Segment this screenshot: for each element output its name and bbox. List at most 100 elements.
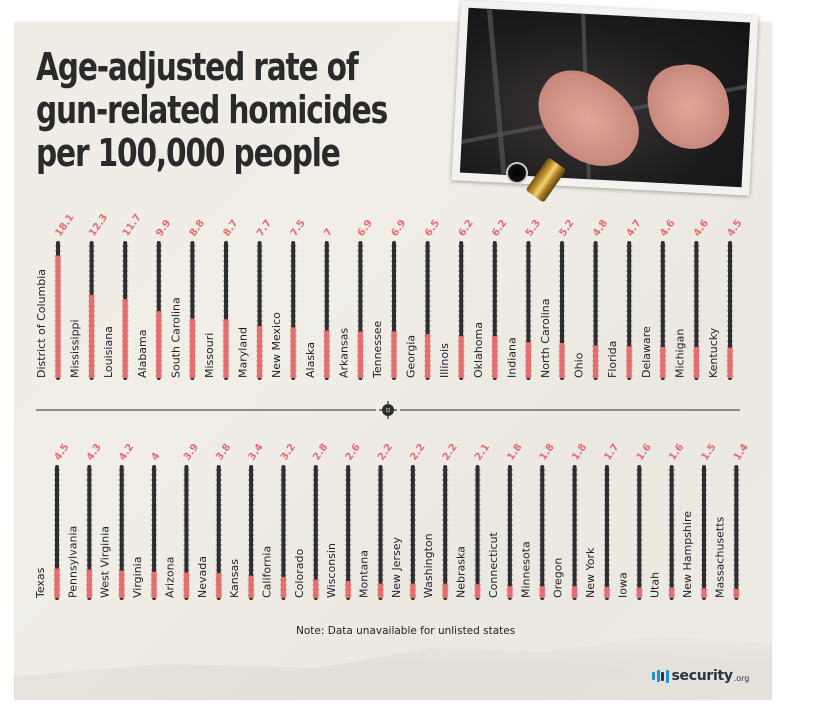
bar-group: 7 Alaska	[304, 227, 335, 380]
bar	[223, 319, 229, 378]
category-label: Montana	[358, 550, 371, 598]
bar-group: 6.2 Oklahoma	[472, 218, 509, 380]
bar-group: 5.3 Indiana	[505, 218, 543, 380]
data-label: 18.1	[53, 212, 76, 239]
data-label: 7.7	[255, 218, 274, 239]
category-label: Massachusetts	[713, 516, 726, 598]
bar	[525, 342, 531, 378]
bar	[559, 342, 565, 378]
bar-fill-ticks	[344, 584, 352, 596]
bar	[626, 346, 632, 378]
bar	[391, 331, 397, 378]
bar	[507, 586, 513, 598]
bar-fill-ticks	[279, 579, 287, 596]
security-org-logo: security .org	[652, 668, 749, 684]
bar	[593, 345, 599, 378]
category-label: Wisconsin	[325, 543, 338, 598]
bar	[280, 577, 287, 598]
bar-ticks	[248, 469, 255, 596]
bar-fill-ticks	[222, 320, 230, 377]
data-label: 8.7	[221, 218, 240, 239]
bar-group: 1.4 Massachusetts	[713, 442, 751, 600]
bar	[492, 336, 498, 378]
category-label: Washington	[422, 533, 435, 598]
bar-fill-ticks	[289, 330, 297, 377]
data-label: 2.1	[473, 442, 492, 463]
bar-fill-ticks	[491, 340, 499, 377]
bar-fill-ticks	[635, 589, 643, 596]
bullet-hole-icon	[506, 162, 528, 184]
bar-group: 6.9 Tennessee	[371, 218, 409, 380]
bar-fill-ticks	[409, 584, 417, 596]
category-label: Minnesota	[519, 541, 532, 598]
data-label: 8.8	[188, 218, 207, 239]
category-label: California	[260, 546, 273, 598]
bar-fill-ticks	[88, 295, 96, 377]
category-label: Michigan	[673, 329, 686, 378]
bar	[248, 575, 254, 598]
category-label: West Virginia	[99, 526, 112, 598]
bar-group: 4.6 Michigan	[673, 218, 711, 380]
bar-ticks	[345, 469, 352, 596]
bar-group: 6.9 Arkansas	[337, 218, 375, 380]
bar-group: 6.2 Illinois	[438, 218, 476, 380]
data-label: 7.5	[289, 218, 308, 239]
data-label: 1.8	[505, 442, 524, 463]
data-label: 2.2	[441, 442, 460, 463]
bar	[572, 586, 578, 598]
data-label: 5.2	[557, 218, 576, 239]
bar-fill-ticks	[732, 589, 740, 596]
bar-fill-ticks	[692, 350, 700, 377]
bar-fill-ticks	[625, 350, 633, 377]
bar	[727, 347, 733, 378]
bar	[54, 568, 60, 598]
bar-group: 4.8 Ohio	[573, 218, 610, 380]
data-label: 1.8	[538, 442, 557, 463]
bar	[89, 294, 95, 378]
data-label: 1.6	[635, 442, 654, 463]
category-label: Colorado	[293, 549, 306, 598]
data-label: 7	[322, 227, 335, 239]
bar	[701, 588, 707, 598]
category-label: New Jersey	[390, 536, 403, 598]
bar	[474, 584, 481, 598]
bar-fill-ticks	[188, 320, 196, 377]
data-label: 2.8	[311, 442, 330, 463]
data-label: 11.7	[121, 212, 144, 239]
bar-group: 4.7 Florida	[606, 218, 644, 380]
bar	[119, 570, 125, 598]
data-label: 4.5	[52, 442, 71, 463]
data-label: 1.5	[699, 442, 718, 463]
bar-fill-ticks	[182, 574, 190, 596]
bar-fill-ticks	[247, 579, 255, 596]
bar	[669, 587, 675, 598]
category-label: Delaware	[640, 326, 653, 378]
bar-fill-ticks	[659, 350, 667, 377]
footnote: Note: Data unavailable for unlisted stat…	[296, 625, 516, 637]
data-label: 6.9	[389, 218, 408, 239]
data-label: 2.6	[344, 442, 363, 463]
category-label: Missouri	[203, 333, 216, 378]
category-label: North Carolina	[539, 298, 552, 378]
bar-fill-ticks	[356, 335, 364, 377]
data-label: 1.4	[732, 442, 751, 463]
data-label: 1.6	[667, 442, 686, 463]
bar-group: 1.7 New York	[584, 442, 622, 600]
bar-ticks	[539, 469, 546, 596]
chart-row-top: 18.1 District of Columbia 12.3 Mississippi 1…	[35, 212, 745, 380]
data-label: 9.9	[154, 218, 173, 239]
category-label: Tennessee	[371, 320, 384, 379]
category-label: Arkansas	[337, 328, 350, 378]
category-label: Utah	[649, 572, 662, 598]
category-label: Virginia	[131, 557, 144, 598]
crosshair-icon	[379, 401, 397, 419]
bar-fill-ticks	[700, 589, 708, 596]
data-label: 4.6	[692, 218, 711, 239]
bar-ticks	[571, 469, 578, 596]
logo-icon	[652, 669, 669, 683]
category-label: Maryland	[237, 327, 250, 378]
data-label: 4.8	[591, 218, 610, 239]
data-label: 4.7	[625, 218, 644, 239]
data-label: 1.8	[570, 442, 589, 463]
